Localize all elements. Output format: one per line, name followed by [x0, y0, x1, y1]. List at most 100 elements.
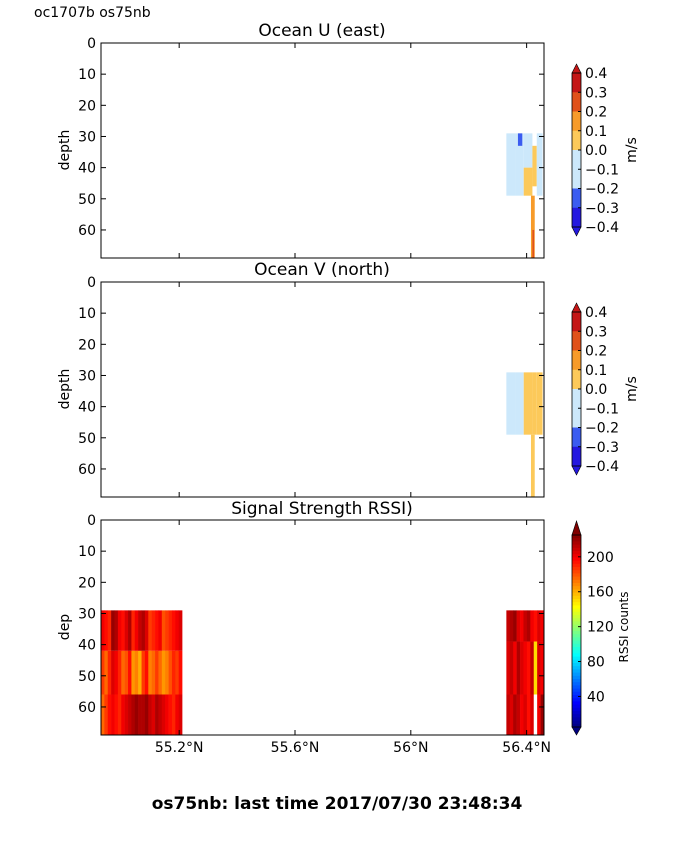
colorbar-tick-label: −0.4 [585, 459, 619, 475]
data-cell [111, 694, 115, 735]
colorbar: 200 160 120 80 40 [571, 520, 614, 736]
y-tick-label: 50 [78, 669, 96, 685]
data-cell [117, 610, 122, 651]
data-cell [537, 641, 541, 695]
colorbar-frame [571, 534, 582, 728]
colorbar-segment [572, 608, 581, 613]
chart-title: Signal Strength RSSI) [231, 499, 413, 519]
data-cell [520, 694, 524, 735]
data-cell [128, 610, 132, 651]
colorbar-segment [572, 579, 581, 584]
data-cell [533, 694, 538, 735]
colorbar-segment [572, 679, 581, 683]
colorbar-tick-label: −0.4 [585, 220, 619, 236]
data-cell [506, 372, 516, 435]
data-cell [526, 694, 531, 735]
data-cell [540, 694, 545, 735]
colorbar-extend-bottom [571, 226, 582, 237]
data-cell [155, 610, 159, 651]
data-cell [124, 694, 129, 735]
data-cell [101, 650, 105, 695]
panel-rssi: Signal Strength RSSI) dep RSSI counts 0 1… [57, 499, 631, 756]
y-axis-label: dep [57, 614, 73, 641]
data-cell [165, 650, 169, 695]
data-cell [134, 650, 139, 695]
data-cell [111, 610, 115, 651]
data-cell [175, 694, 179, 735]
colorbar-extend-bottom [571, 726, 582, 736]
data-cell [540, 610, 545, 642]
colorbar-segment [572, 666, 581, 670]
y-tick-label: 20 [78, 575, 96, 591]
data-cell [530, 641, 535, 695]
colorbar-segment [572, 685, 581, 690]
y-tick-label: 30 [78, 129, 96, 145]
colorbar-segment [572, 427, 581, 448]
data-cell [158, 650, 163, 695]
header-label: oc1707b os75nb [34, 5, 151, 21]
data-cell [523, 372, 533, 435]
data-cell [509, 641, 514, 695]
data-cell [155, 694, 159, 735]
y-tick-label: 50 [78, 192, 96, 208]
colorbar-segment [572, 130, 581, 151]
data-cell [114, 650, 119, 695]
footer-text: os75nb: last time 2017/07/30 23:48:34 [152, 794, 523, 814]
y-tick-label: 0 [87, 275, 96, 291]
data-cell [178, 694, 183, 735]
data-cell [107, 694, 112, 735]
data-cell [111, 650, 115, 695]
panel-ocean-u: Ocean U (east) depth m/s 0 10 20 30 40 50 60 0.… [57, 21, 640, 259]
colorbar-segment [572, 557, 581, 562]
data-cell [148, 610, 152, 651]
data-cell [506, 641, 511, 695]
panel-ocean-v: Ocean V (north) depth m/s 0 10 20 30 40 50 60 0… [57, 260, 640, 498]
data-cell [155, 650, 159, 695]
colorbar-tick-label: −0.3 [585, 201, 619, 217]
colorbar-segment [572, 723, 581, 728]
colorbar-segment [572, 637, 581, 642]
data-cell [537, 610, 541, 642]
data-cell [536, 133, 543, 196]
data-cell [523, 641, 528, 695]
colorbar-tick-label: 0.0 [585, 143, 607, 159]
data-cell [107, 610, 112, 651]
plot-frame [100, 42, 545, 259]
x-tick-label: 55.2°N [155, 740, 204, 756]
colorbar-tick-label: 160 [587, 585, 614, 601]
data-cell [509, 610, 514, 642]
colorbar-segment [572, 704, 581, 709]
colorbar-tick-label: 0.2 [585, 105, 607, 121]
data-cell [124, 610, 129, 651]
colorbar-label: m/s [624, 376, 640, 402]
data-cell [134, 610, 139, 651]
data-cell [104, 610, 109, 651]
colorbar-segment [572, 647, 581, 651]
colorbar-segment [572, 570, 581, 574]
data-cell [506, 133, 516, 196]
data-cell [178, 650, 183, 695]
x-tick-label: 55.6°N [271, 740, 320, 756]
colorbar-segment [572, 650, 581, 654]
colorbar-segment [572, 567, 581, 571]
colorbar-extend-top [571, 302, 582, 313]
y-tick-label: 40 [78, 400, 96, 416]
colorbar-segment [572, 717, 581, 722]
colorbar-segment [572, 331, 581, 351]
data-cell [520, 610, 524, 642]
data-cell [516, 641, 521, 695]
colorbar-tick-label: 0.2 [585, 344, 607, 360]
data-cell [171, 650, 176, 695]
colorbar-segment [572, 618, 581, 622]
data-cell [506, 694, 511, 735]
colorbar-tick-label: 120 [587, 620, 614, 636]
colorbar-tick-label: −0.1 [585, 401, 619, 417]
data-cell [148, 650, 152, 695]
colorbar-segment [572, 675, 581, 680]
colorbar-label: m/s [624, 137, 640, 163]
colorbar-segment [572, 695, 581, 699]
colorbar-segment [572, 682, 581, 686]
data-cell [526, 641, 531, 695]
colorbar-tick-label: −0.1 [585, 162, 619, 178]
